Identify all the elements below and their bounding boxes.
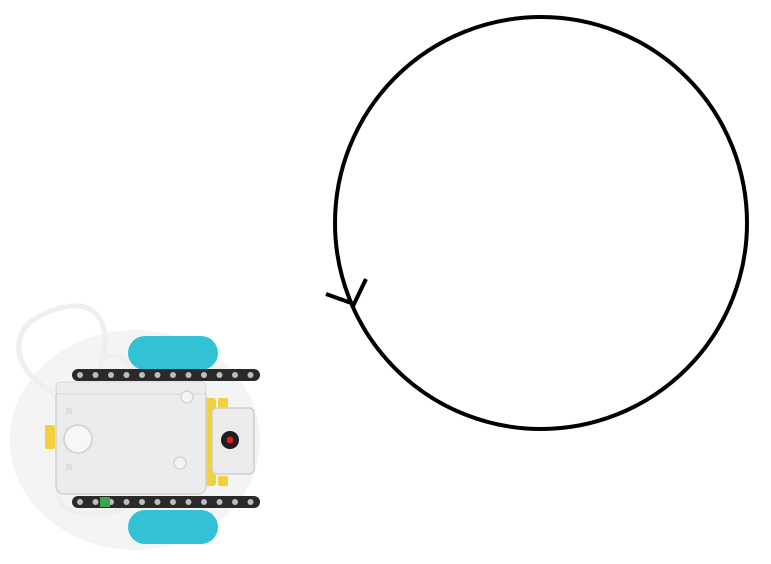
- beam-hole: [247, 372, 254, 378]
- beam-hole: [216, 499, 223, 505]
- circular-path: [325, 15, 749, 431]
- robot-hub-ridge: [55, 381, 207, 395]
- beam-hole: [108, 372, 114, 378]
- robot-beam-top: [72, 369, 260, 381]
- beam-hole: [92, 499, 99, 505]
- beam-hole: [247, 499, 254, 505]
- robot-yellow-pin-bottom: [218, 476, 228, 486]
- beam-hole: [216, 372, 223, 378]
- robot-wheel-bottom: [128, 510, 218, 544]
- beam-hole: [201, 499, 207, 505]
- beam-hole: [92, 372, 99, 378]
- beam-hole: [185, 499, 192, 505]
- beam-hole: [139, 499, 145, 505]
- beam-hole: [185, 372, 192, 378]
- beam-hole: [232, 499, 238, 505]
- direction-arrow-icon: [325, 278, 368, 307]
- robot-green-indicator: [100, 497, 110, 507]
- robot-yellow-pin-left: [45, 425, 55, 449]
- robot-hub-port-bottom: [173, 456, 187, 470]
- beam-hole: [232, 372, 238, 378]
- beam-hole: [170, 499, 176, 505]
- robot-hub-screw-top: [66, 408, 72, 414]
- beam-hole: [170, 372, 176, 378]
- beam-hole: [139, 372, 145, 378]
- robot-hub-button: [63, 424, 93, 454]
- beam-hole: [77, 372, 83, 378]
- beam-hole: [123, 372, 130, 378]
- robot-hub-screw-bottom: [66, 464, 72, 470]
- robot: [10, 303, 260, 550]
- beam-hole: [154, 499, 161, 505]
- robot-sensor-marker: [226, 436, 234, 444]
- beam-hole: [77, 499, 83, 505]
- beam-hole: [123, 499, 130, 505]
- path-circle: [333, 15, 749, 431]
- robot-hub-port-top: [180, 390, 194, 404]
- beam-hole: [154, 372, 161, 378]
- robot-cable-upper: [16, 303, 108, 398]
- robot-yellow-pin-top: [218, 398, 228, 408]
- beam-hole: [201, 372, 207, 378]
- robot-wheel-top: [128, 336, 218, 370]
